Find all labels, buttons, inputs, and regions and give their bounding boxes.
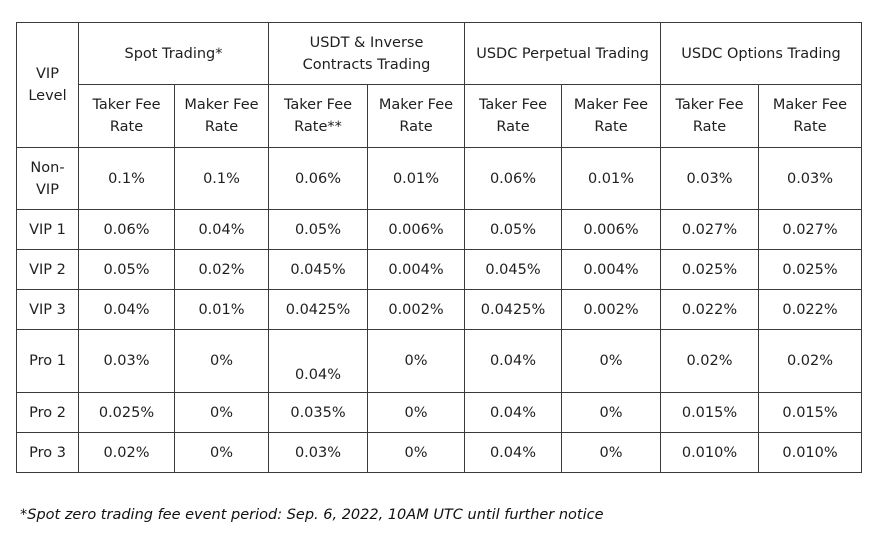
fee-cell: 0.015%: [660, 392, 759, 433]
header-taker-fee-rate: Taker Fee Rate: [78, 84, 175, 148]
fee-cell: 0.04%: [78, 289, 175, 330]
fee-cell: 0.05%: [464, 209, 562, 250]
fee-cell: 0.02%: [174, 249, 269, 290]
header-group-row: VIP Level Spot Trading* USDT & Inverse C…: [16, 22, 863, 148]
table-row: VIP 1 0.06% 0.04% 0.05% 0.006% 0.05% 0.0…: [16, 209, 863, 250]
row-level: Pro 1: [16, 329, 79, 393]
fee-cell: 0.03%: [268, 432, 368, 473]
header-sub-row: Taker Fee Rate Maker Fee Rate Taker Fee …: [17, 84, 863, 148]
fee-cell: 0.02%: [78, 432, 175, 473]
fee-rate-table: VIP Level Spot Trading* USDT & Inverse C…: [16, 22, 863, 473]
fee-cell: 0%: [367, 329, 465, 393]
fee-cell: 0.045%: [268, 249, 368, 290]
fee-cell: 0.1%: [78, 147, 175, 210]
header-group-usdt-inverse: USDT & Inverse Contracts Trading: [268, 22, 465, 85]
fee-cell: 0.04%: [464, 329, 562, 393]
fee-cell: 0%: [367, 432, 465, 473]
fee-cell: 0.002%: [367, 289, 465, 330]
fee-cell: 0.03%: [660, 147, 759, 210]
fee-cell: 0.01%: [561, 147, 661, 210]
header-group-usdc-perpetual: USDC Perpetual Trading: [464, 22, 661, 85]
fee-cell: 0.006%: [367, 209, 465, 250]
row-level: Non-VIP: [16, 147, 79, 210]
fee-cell: 0.025%: [660, 249, 759, 290]
fee-cell: 0.06%: [464, 147, 562, 210]
table-row: VIP 3 0.04% 0.01% 0.0425% 0.002% 0.0425%…: [16, 289, 863, 330]
fee-cell: 0%: [561, 392, 661, 433]
fee-cell: 0.0425%: [268, 289, 368, 330]
header-maker-fee-rate: Maker Fee Rate: [367, 84, 465, 148]
fee-cell: 0.0425%: [464, 289, 562, 330]
fee-cell: 0.02%: [660, 329, 759, 393]
fee-cell: 0.035%: [268, 392, 368, 433]
fee-cell: 0.022%: [660, 289, 759, 330]
fee-cell: 0.06%: [268, 147, 368, 210]
fee-cell: 0.03%: [78, 329, 175, 393]
fee-cell: 0.022%: [757, 289, 863, 330]
fee-cell: 0.03%: [757, 147, 863, 210]
fee-cell: 0%: [561, 432, 661, 473]
fee-cell: 0.01%: [174, 289, 269, 330]
footnote: *Spot zero trading fee event period: Sep…: [20, 507, 604, 523]
header-taker-fee-rate: Taker Fee Rate: [464, 84, 562, 148]
header-maker-fee-rate: Maker Fee Rate: [174, 84, 269, 148]
header-vip-level: VIP Level: [16, 22, 79, 148]
table-row: Non-VIP 0.1% 0.1% 0.06% 0.01% 0.06% 0.01…: [16, 147, 863, 210]
fee-cell: 0.027%: [757, 209, 863, 250]
fee-cell: 0.027%: [660, 209, 759, 250]
fee-cell: 0.06%: [78, 209, 175, 250]
fee-cell: 0.025%: [78, 392, 175, 433]
fee-cell: 0%: [367, 392, 465, 433]
fee-cell: 0.015%: [757, 392, 863, 433]
fee-cell: 0.04%: [464, 392, 562, 433]
fee-cell: 0.04%: [268, 329, 368, 393]
fee-cell: 0.02%: [757, 329, 863, 393]
fee-cell: 0.04%: [464, 432, 562, 473]
fee-cell: 0.05%: [78, 249, 175, 290]
row-level: VIP 3: [16, 289, 79, 330]
fee-cell: 0.045%: [464, 249, 562, 290]
fee-cell: 0.04%: [174, 209, 269, 250]
row-level: Pro 2: [16, 392, 79, 433]
header-group-usdc-options: USDC Options Trading: [659, 22, 863, 85]
header-group-spot: Spot Trading*: [78, 22, 269, 85]
fee-cell: 0.1%: [174, 147, 269, 210]
fee-cell: 0%: [174, 392, 269, 433]
fee-cell: 0.006%: [561, 209, 661, 250]
table-row: Pro 1 0.03% 0% 0.04% 0% 0.04% 0% 0.02% 0…: [16, 329, 863, 393]
row-level: VIP 1: [16, 209, 79, 250]
table-row: VIP 2 0.05% 0.02% 0.045% 0.004% 0.045% 0…: [16, 249, 863, 290]
fee-cell: 0%: [174, 432, 269, 473]
header-taker-fee-rate: Taker Fee Rate**: [268, 84, 368, 148]
fee-cell: 0%: [174, 329, 269, 393]
fee-cell: 0.010%: [660, 432, 759, 473]
table-row: Pro 3 0.02% 0% 0.03% 0% 0.04% 0% 0.010% …: [16, 432, 863, 473]
row-level: VIP 2: [16, 249, 79, 290]
fee-cell: 0.002%: [561, 289, 661, 330]
table-row: Pro 2 0.025% 0% 0.035% 0% 0.04% 0% 0.015…: [16, 392, 863, 433]
fee-cell: 0.010%: [757, 432, 863, 473]
header-maker-fee-rate: Maker Fee Rate: [757, 84, 863, 148]
fee-cell: 0.004%: [561, 249, 661, 290]
header-taker-fee-rate: Taker Fee Rate: [660, 84, 759, 148]
fee-cell: 0.05%: [268, 209, 368, 250]
row-level: Pro 3: [16, 432, 79, 473]
fee-cell: 0.025%: [757, 249, 863, 290]
header-maker-fee-rate: Maker Fee Rate: [561, 84, 661, 148]
fee-cell: 0%: [561, 329, 661, 393]
fee-cell: 0.01%: [367, 147, 465, 210]
fee-cell: 0.004%: [367, 249, 465, 290]
